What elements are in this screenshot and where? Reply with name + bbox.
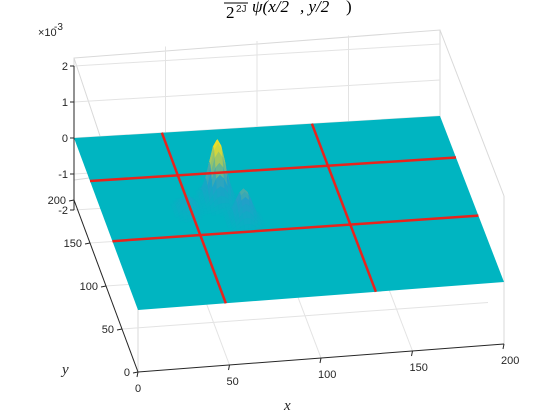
y-tick-label: 0 <box>124 367 130 379</box>
y-tick-mark <box>68 199 75 202</box>
title-prefix: 2 <box>226 3 235 22</box>
x-axis-label: x <box>283 398 291 414</box>
y-tick-mark <box>84 242 91 245</box>
x-tick-label: 50 <box>227 376 239 388</box>
surface-mesh <box>74 116 504 310</box>
y-tick-mark <box>132 371 139 374</box>
surface-patch <box>243 217 249 226</box>
z-exponent-label: ×10 -3 <box>38 22 63 39</box>
z-tick-label: 0 <box>62 133 68 145</box>
y-axis-label: y <box>60 362 69 378</box>
x-tick-mark <box>411 350 413 357</box>
x-tick-label: 150 <box>410 362 428 374</box>
title-end: ) <box>346 0 352 16</box>
surface-plane <box>74 116 504 310</box>
grid-line-y <box>121 302 489 330</box>
red-line-y <box>112 214 479 243</box>
x-tick-label: 0 <box>135 383 141 395</box>
grid-line-z <box>73 79 441 103</box>
y-tick-label: 200 <box>48 195 66 207</box>
y-tick-label: 150 <box>64 238 82 250</box>
y-tick-label: 100 <box>80 281 98 293</box>
z-tick-label: -1 <box>58 169 68 181</box>
z-exponent-base: ×10 <box>38 27 57 39</box>
grid-line-z <box>73 43 441 67</box>
z-tick-label: 2 <box>62 61 68 73</box>
y-tick-mark <box>100 285 107 288</box>
title-rest: , y/2 <box>300 0 330 16</box>
z-tick-label: 1 <box>62 97 68 109</box>
chart-title: 2 2J ψ(x/2 , y/2 ) <box>224 0 352 22</box>
surface-patch <box>220 195 226 204</box>
title-main: ψ(x/2 <box>252 0 289 16</box>
z-tick-label: -2 <box>58 205 68 217</box>
red-line-x <box>310 123 378 293</box>
y-tick-label: 50 <box>102 324 114 336</box>
x-tick-mark <box>136 371 139 378</box>
box-edge <box>439 29 505 197</box>
surface-patch <box>243 223 249 230</box>
x-tick-mark <box>228 364 230 371</box>
x-tick-label: 100 <box>318 369 336 381</box>
red-line-y <box>89 156 457 183</box>
red-grid-lines <box>89 123 479 304</box>
z-exponent-power: -3 <box>54 22 63 33</box>
red-line-x <box>160 132 228 304</box>
title-exponent: 2J <box>236 4 247 15</box>
y-tick-mark <box>116 328 123 331</box>
x-tick-label: 200 <box>501 355 519 367</box>
x-tick-mark <box>502 343 505 350</box>
x-tick-mark <box>319 357 322 364</box>
